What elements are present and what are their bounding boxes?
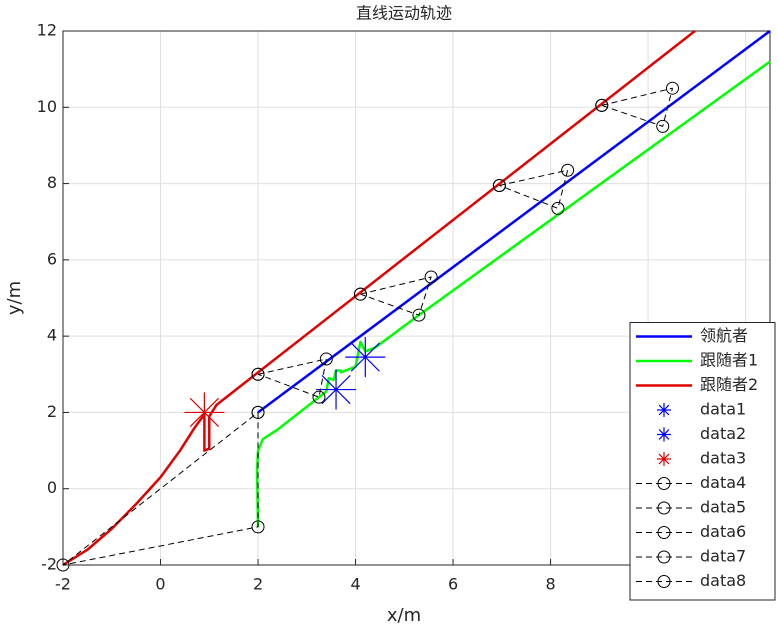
plot-frame xyxy=(62,30,771,566)
legend-label: data2 xyxy=(700,424,746,443)
x-tick-label: -2 xyxy=(55,575,71,594)
circle-marker xyxy=(312,390,326,404)
legend-label: data1 xyxy=(700,400,746,419)
star-marker xyxy=(657,427,671,442)
circle-marker xyxy=(561,163,575,177)
series-line xyxy=(499,169,569,209)
x-tick-label: 0 xyxy=(155,575,165,594)
circle-marker xyxy=(319,352,333,366)
x-tick-label: 8 xyxy=(545,575,555,594)
legend-label: 领航者 xyxy=(700,326,748,345)
star-marker xyxy=(657,403,671,417)
circle-marker xyxy=(551,201,565,215)
circle-marker xyxy=(657,575,671,588)
legend-box xyxy=(629,322,776,601)
circle-marker xyxy=(251,520,265,534)
series-line xyxy=(257,358,327,398)
circle-marker xyxy=(424,270,438,284)
circle-marker xyxy=(251,405,265,419)
legend-label: data7 xyxy=(700,547,746,566)
chart-title: 直线运动轨迹 xyxy=(356,4,452,23)
circle-marker xyxy=(657,501,671,515)
circle-marker xyxy=(657,550,671,564)
circle-marker xyxy=(657,477,671,490)
y-tick-label: -2 xyxy=(41,555,57,574)
series-line xyxy=(360,276,432,316)
series-line xyxy=(62,412,259,566)
series-line xyxy=(62,30,696,567)
y-tick-label: 10 xyxy=(37,97,57,116)
x-tick-label: 4 xyxy=(350,575,360,594)
star-marker xyxy=(316,369,357,410)
circle-marker xyxy=(665,81,679,95)
x-tick-label: 6 xyxy=(448,575,458,594)
series-line xyxy=(257,29,771,414)
star-marker xyxy=(657,452,671,466)
y-tick-label: 4 xyxy=(47,326,57,345)
circle-marker xyxy=(595,98,609,112)
circle-marker xyxy=(353,287,367,301)
x-tick-label: 2 xyxy=(253,575,263,594)
circle-marker xyxy=(657,526,671,539)
circle-marker xyxy=(412,308,426,322)
circle-marker xyxy=(251,367,265,381)
y-tick-label: 0 xyxy=(47,478,57,497)
legend-label: data6 xyxy=(700,522,746,541)
y-tick-label: 12 xyxy=(37,21,57,40)
legend-label: data3 xyxy=(700,449,746,468)
y-tick-label: 2 xyxy=(47,402,57,421)
series-line xyxy=(601,87,673,127)
star-marker xyxy=(345,337,386,378)
legend-label: 跟随者2 xyxy=(700,375,758,394)
legend-label: 跟随者1 xyxy=(700,351,758,370)
legend-label: data8 xyxy=(700,571,746,590)
legend-label: data5 xyxy=(700,498,746,517)
legend-label: data4 xyxy=(700,473,746,492)
y-tick-label: 6 xyxy=(47,249,57,268)
y-tick-label: 8 xyxy=(47,173,57,192)
circle-marker xyxy=(492,178,506,192)
circle-marker xyxy=(56,558,70,572)
star-marker xyxy=(184,392,225,433)
x-axis-label: x/m xyxy=(387,605,421,626)
y-axis-label: y/m xyxy=(4,281,25,315)
circle-marker xyxy=(656,119,670,133)
